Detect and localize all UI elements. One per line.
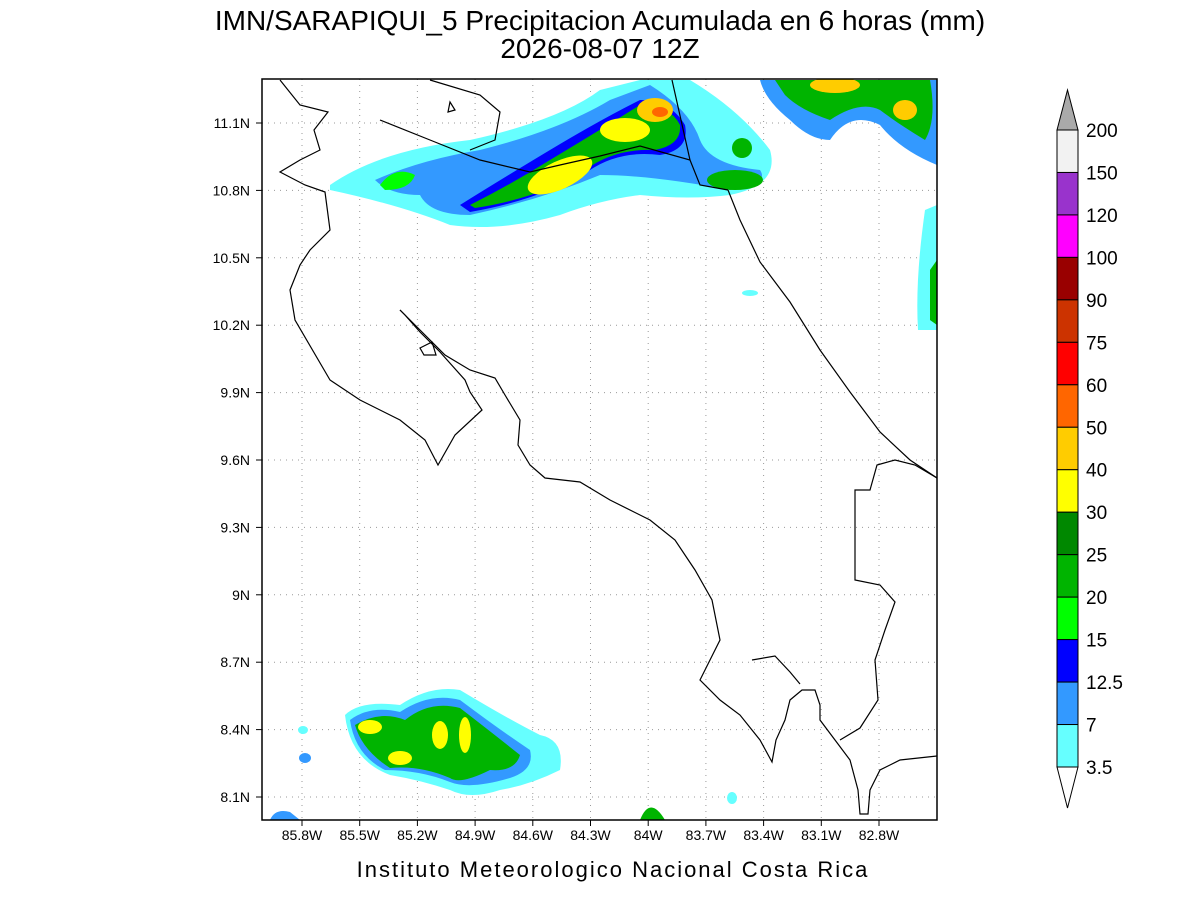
colorbar-label: 7	[1086, 716, 1097, 737]
lon-label: 85.2W	[397, 827, 438, 843]
lat-label: 11.1N	[214, 115, 250, 131]
lat-label: 9.3N	[220, 519, 250, 535]
map-frame	[261, 78, 938, 821]
lon-label: 84.6W	[513, 827, 554, 843]
colorbar-swatch	[1056, 129, 1079, 173]
colorbar-top-arrow	[1056, 88, 1079, 131]
lon-label: 83.7W	[686, 827, 727, 843]
colorbar-label: 15	[1086, 631, 1107, 652]
lon-label: 84.9W	[455, 827, 496, 843]
lat-label: 8.1N	[220, 789, 250, 805]
colorbar-swatch	[1056, 384, 1079, 428]
colorbar-swatch	[1056, 341, 1079, 386]
lat-label: 9.6N	[220, 452, 250, 468]
precipitation	[270, 79, 937, 820]
lat-label: 10.5N	[213, 250, 250, 266]
lon-label: 83.4W	[743, 827, 784, 843]
lon-label: 85.5W	[339, 827, 380, 843]
colorbar-label: 90	[1086, 291, 1107, 312]
title: IMN/SARAPIQUI_5 Precipitacion Acumulada …	[215, 5, 985, 36]
lat-label: 10.8N	[213, 182, 250, 198]
lat-label: 9.9N	[220, 385, 250, 401]
colorbar-swatch	[1056, 469, 1079, 513]
colorbar-label: 20	[1086, 588, 1107, 609]
lon-label: 82.8W	[859, 827, 900, 843]
colorbar-label: 75	[1086, 333, 1107, 354]
colorbar-bottom-arrow	[1056, 766, 1079, 809]
lon-label: 85.8W	[282, 827, 323, 843]
colorbar-swatch	[1056, 511, 1079, 556]
colorbar-swatch	[1056, 681, 1079, 726]
axis-labels: 11.1N 10.8N 10.5N 10.2N 9.9N 9.6N 9.3N 9N 8.7N 8.…	[213, 115, 900, 843]
colorbar-swatch	[1056, 426, 1079, 471]
colorbar-label: 200	[1086, 121, 1118, 142]
rain-south	[270, 689, 737, 820]
colorbar-swatch	[1056, 214, 1079, 258]
colorbar-label: 30	[1086, 503, 1107, 524]
colorbar-label: 150	[1086, 163, 1118, 184]
colorbar-swatch	[1056, 639, 1079, 683]
lat-label: 10.2N	[213, 317, 250, 333]
rain-north	[330, 79, 937, 330]
coastlines	[278, 79, 937, 815]
colorbar-swatch	[1056, 554, 1079, 598]
colorbar-label: 100	[1086, 248, 1118, 269]
colorbar-label: 3.5	[1086, 758, 1112, 779]
lon-label: 84.3W	[570, 827, 611, 843]
lat-label: 8.4N	[220, 722, 250, 738]
colorbar: 200 150 120 100 90 75 60 50 40 30 25 20 15 12.5 7 3.5	[1056, 88, 1123, 809]
colorbar-swatch	[1056, 256, 1079, 301]
lat-label: 9N	[232, 587, 250, 603]
colorbar-swatch	[1056, 299, 1079, 343]
lat-label: 8.7N	[220, 654, 250, 670]
colorbar-swatch	[1056, 171, 1079, 216]
colorbar-label: 50	[1086, 418, 1107, 439]
colorbar-label: 120	[1086, 206, 1118, 227]
subtitle: 2026-08-07 12Z	[500, 33, 699, 64]
lon-label: 84W	[634, 827, 664, 843]
lon-label: 83.1W	[801, 827, 842, 843]
colorbar-label: 25	[1086, 546, 1107, 567]
colorbar-swatch	[1056, 724, 1079, 768]
colorbar-label: 40	[1086, 461, 1107, 482]
colorbar-swatch	[1056, 596, 1079, 641]
colorbar-label: 12.5	[1086, 673, 1123, 694]
colorbar-label: 60	[1086, 376, 1107, 397]
credit: Instituto Meteorologico Nacional Costa R…	[357, 857, 870, 882]
